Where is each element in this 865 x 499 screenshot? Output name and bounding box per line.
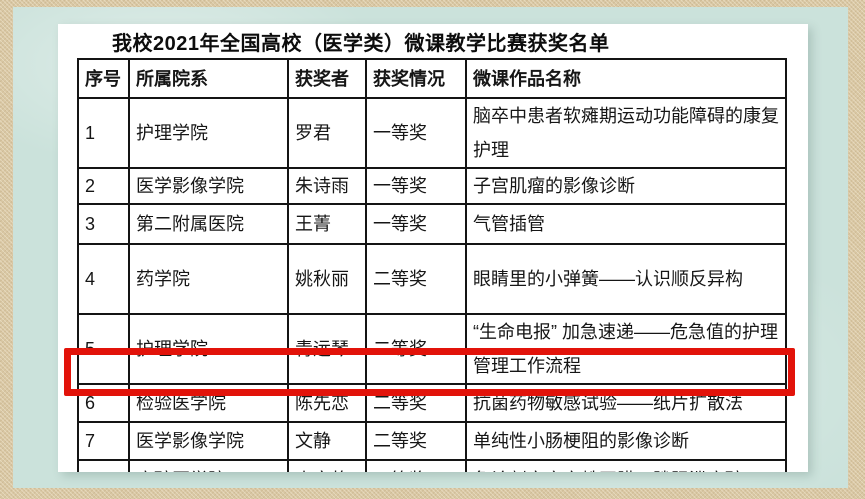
cell-no: 4: [77, 243, 130, 315]
table-row-highlighted: 6 检验医学院 陈先恋 二等奖 抗菌药物敏感试验——纸片扩散法: [77, 383, 787, 423]
table-row: 1 护理学院 罗君 一等奖 脑卒中患者软瘫期运动功能障碍的康复护理: [77, 97, 787, 169]
cell-award: 一等奖: [365, 167, 467, 205]
cell-award: 二等奖: [365, 383, 467, 423]
cell-dept: 检验医学院: [128, 383, 289, 423]
cell-award: 二等奖: [365, 313, 467, 385]
cell-winner: 朱诗雨: [287, 167, 367, 205]
cell-dept: 药学院: [128, 243, 289, 315]
page-title: 我校2021年全国高校（医学类）微课教学比赛获奖名单: [112, 33, 610, 55]
cell-dept: 第二附属医院: [128, 203, 289, 245]
cell-work: 气管插管: [465, 203, 787, 245]
cell-no: 6: [77, 383, 130, 423]
cell-winner: 文静: [287, 421, 367, 461]
cell-work: 急诊剖宫产之蛛网膜下隙阻滞麻醉: [465, 459, 787, 472]
header-work: 微课作品名称: [465, 58, 787, 99]
cell-work: 单纯性小肠梗阻的影像诊断: [465, 421, 787, 461]
cell-winner: 史文艳: [287, 459, 367, 472]
header-no: 序号: [77, 58, 130, 99]
cell-no: 5: [77, 313, 130, 385]
cell-winner: 罗君: [287, 97, 367, 169]
table-header-row: 序号 所属院系 获奖者 获奖情况 微课作品名称: [77, 58, 787, 99]
cell-work: 眼睛里的小弹簧——认识顺反异构: [465, 243, 787, 315]
header-winner: 获奖者: [287, 58, 367, 99]
header-dept: 所属院系: [128, 58, 289, 99]
cell-work: 子宫肌瘤的影像诊断: [465, 167, 787, 205]
cell-winner: 姚秋丽: [287, 243, 367, 315]
table-row: 4 药学院 姚秋丽 二等奖 眼睛里的小弹簧——认识顺反异构: [77, 243, 787, 315]
cell-no: 8: [77, 459, 130, 472]
award-table: 序号 所属院系 获奖者 获奖情况 微课作品名称 1 护理学院 罗君 一等奖 脑卒…: [77, 58, 787, 472]
cell-work: 抗菌药物敏感试验——纸片扩散法: [465, 383, 787, 423]
table-row: 5 护理学院 青远琴 二等奖 “生命电报” 加急速递——危急值的护理管理工作流程: [77, 313, 787, 385]
cell-award: 二等奖: [365, 421, 467, 461]
table-row: 8 麻醉医学院 史文艳 二等奖 急诊剖宫产之蛛网膜下隙阻滞麻醉: [77, 459, 787, 472]
cell-award: 一等奖: [365, 97, 467, 169]
cell-dept: 医学影像学院: [128, 421, 289, 461]
cell-award: 二等奖: [365, 459, 467, 472]
table-row: 3 第二附属医院 王菁 一等奖 气管插管: [77, 203, 787, 245]
cell-winner: 陈先恋: [287, 383, 367, 423]
cell-winner: 王菁: [287, 203, 367, 245]
cell-award: 一等奖: [365, 203, 467, 245]
cell-dept: 护理学院: [128, 313, 289, 385]
cell-award: 二等奖: [365, 243, 467, 315]
cell-no: 1: [77, 97, 130, 169]
cell-work: “生命电报” 加急速递——危急值的护理管理工作流程: [465, 313, 787, 385]
cell-dept: 护理学院: [128, 97, 289, 169]
cell-no: 3: [77, 203, 130, 245]
cell-no: 2: [77, 167, 130, 205]
cell-winner: 青远琴: [287, 313, 367, 385]
header-award: 获奖情况: [365, 58, 467, 99]
cell-work: 脑卒中患者软瘫期运动功能障碍的康复护理: [465, 97, 787, 169]
table-row: 7 医学影像学院 文静 二等奖 单纯性小肠梗阻的影像诊断: [77, 421, 787, 461]
table-row: 2 医学影像学院 朱诗雨 一等奖 子宫肌瘤的影像诊断: [77, 167, 787, 205]
cell-dept: 麻醉医学院: [128, 459, 289, 472]
slide-canvas: 我校2021年全国高校（医学类）微课教学比赛获奖名单 序号 所属院系 获奖者 获…: [58, 24, 808, 472]
cell-no: 7: [77, 421, 130, 461]
cell-dept: 医学影像学院: [128, 167, 289, 205]
